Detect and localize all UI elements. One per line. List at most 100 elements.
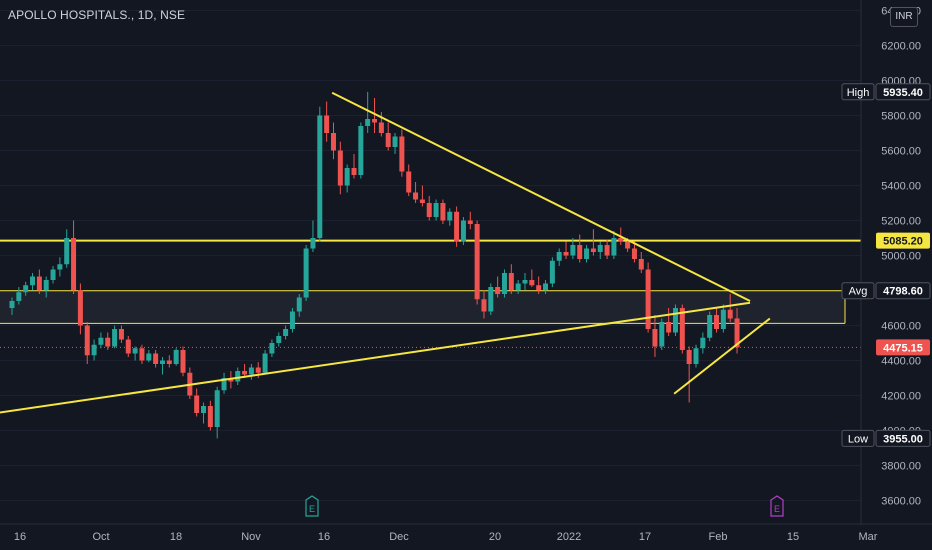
- candle-body: [228, 378, 234, 382]
- candle-body: [625, 241, 631, 249]
- candle-body: [139, 348, 145, 361]
- candle-body: [481, 299, 487, 312]
- candle-body: [727, 309, 733, 319]
- candle-body: [707, 315, 713, 338]
- x-tick-label: Dec: [389, 531, 409, 543]
- candle-body: [43, 280, 49, 291]
- candle-body: [556, 252, 562, 261]
- candle-body: [23, 285, 29, 293]
- candle-body: [296, 297, 302, 312]
- candle-body: [344, 168, 350, 186]
- x-tick-label: Mar: [859, 531, 878, 543]
- candle-body: [365, 119, 371, 126]
- candle-body: [433, 203, 439, 217]
- candle-body: [720, 309, 726, 329]
- candle-body: [413, 192, 419, 200]
- symbol-title[interactable]: APOLLO HOSPITALS., 1D, NSE: [8, 8, 186, 22]
- candle-body: [125, 339, 131, 354]
- candle-body: [64, 238, 70, 265]
- candle-body: [385, 133, 391, 147]
- candle-body: [515, 283, 521, 291]
- y-tick-label: 4600.00: [881, 321, 921, 333]
- y-tick-label: 4200.00: [881, 391, 921, 403]
- price-name-badge: [841, 83, 875, 101]
- candle-body: [112, 329, 118, 347]
- candle-body: [166, 360, 172, 364]
- trendlines: [0, 91, 771, 414]
- time-axis[interactable]: 16 Oct 18 Nov 16 Dec 20 2022 17 Feb 15 Mar: [14, 531, 878, 543]
- x-tick-label: 16: [14, 531, 26, 543]
- candle-body: [235, 371, 241, 382]
- currency-badge[interactable]: INR: [890, 7, 918, 27]
- candle-body: [392, 136, 398, 147]
- candle-body: [549, 260, 555, 284]
- y-tick-label: 5800.00: [881, 111, 921, 123]
- candle-body: [638, 259, 644, 270]
- candle-body: [57, 264, 63, 270]
- y-tick-label: 5400.00: [881, 181, 921, 193]
- candle-body: [563, 252, 569, 256]
- candle-body: [666, 322, 672, 333]
- candle-body: [618, 238, 624, 242]
- candle-body: [358, 126, 364, 175]
- x-tick-label: Oct: [92, 531, 109, 543]
- candle-body: [310, 238, 316, 249]
- candle-body: [77, 290, 83, 326]
- candle-body: [536, 285, 542, 291]
- event-label: E: [774, 504, 780, 514]
- candle-body: [508, 273, 514, 291]
- candle-body: [686, 350, 692, 364]
- candle-body: [283, 329, 289, 336]
- candle-body: [50, 269, 56, 280]
- candle-body: [570, 245, 576, 256]
- x-tick-label: 17: [639, 531, 651, 543]
- candle-body: [543, 283, 549, 291]
- candle-body: [419, 199, 425, 203]
- candle-body: [659, 322, 665, 347]
- candle-body: [597, 245, 603, 252]
- candle-body: [467, 220, 473, 224]
- candle-body: [194, 395, 200, 413]
- candle-body: [652, 329, 658, 347]
- price-value-text: 4475.15: [883, 342, 923, 354]
- price-value-badge: [876, 339, 930, 356]
- y-tick-label: 6200.00: [881, 41, 921, 53]
- candle-body: [276, 336, 282, 343]
- horizontal-lines: [0, 239, 861, 348]
- candle-body: [248, 367, 254, 375]
- candle-body: [645, 269, 651, 329]
- candle-body: [714, 315, 720, 329]
- candle-body: [214, 390, 220, 427]
- candle-body: [460, 220, 466, 242]
- candle-body: [16, 292, 22, 301]
- candle-body: [330, 133, 336, 151]
- y-tick-label: 3800.00: [881, 461, 921, 473]
- price-name-text: Low: [848, 433, 868, 445]
- candle-body: [474, 224, 480, 300]
- y-tick-label: 3600.00: [881, 496, 921, 508]
- x-tick-label: 18: [170, 531, 182, 543]
- candle-body: [406, 171, 412, 193]
- candle-body: [522, 280, 528, 284]
- candle-body: [672, 308, 678, 333]
- event-label: E: [309, 504, 315, 514]
- candle-body: [201, 406, 207, 413]
- price-name-badge: [841, 429, 875, 447]
- candle-body: [146, 353, 152, 361]
- candle-body: [242, 371, 248, 375]
- candle-body: [262, 353, 268, 373]
- candle-body: [399, 136, 405, 172]
- candle-body: [36, 276, 42, 291]
- candle-body: [679, 308, 685, 350]
- candles: [9, 91, 740, 439]
- candle-body: [631, 248, 637, 259]
- candle-body: [9, 301, 15, 308]
- candle-body: [700, 337, 706, 349]
- price-value-text: 5085.20: [883, 236, 923, 248]
- price-name-badge: [841, 282, 875, 300]
- candle-body: [180, 350, 186, 373]
- candle-body: [454, 211, 460, 242]
